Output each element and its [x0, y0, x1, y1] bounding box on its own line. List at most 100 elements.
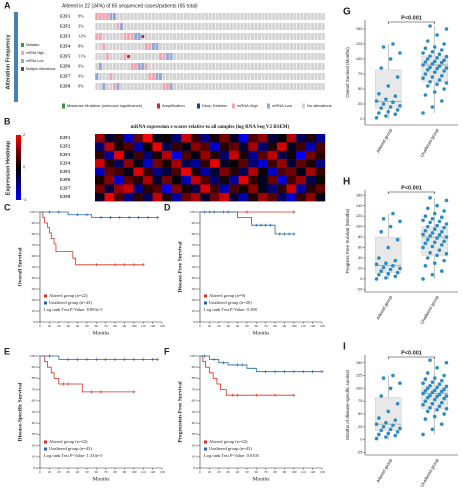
sample-cell — [318, 13, 322, 20]
censor-mark — [301, 370, 305, 374]
sample-cell — [222, 43, 226, 50]
sample-cell — [130, 73, 134, 80]
sample-cell — [321, 73, 325, 80]
y-tick-label: 80% — [192, 376, 199, 380]
alteration — [134, 63, 138, 70]
heat-cell — [171, 134, 182, 143]
heat-cell — [181, 192, 192, 202]
sample-cell — [141, 53, 145, 60]
x-tick-label: 90 — [283, 324, 287, 328]
sample-cell — [265, 13, 269, 20]
sample-cell — [311, 83, 315, 90]
x-tick-label: 10 — [208, 470, 212, 474]
censor-mark — [132, 390, 136, 394]
sample-cell — [265, 83, 269, 90]
alteration — [127, 55, 131, 58]
heat-cell — [219, 176, 230, 185]
heat-cell — [95, 150, 105, 160]
data-point — [435, 203, 439, 208]
sample-cell — [116, 13, 120, 20]
legend-label: Missense Mutation (unknown significance) — [67, 103, 143, 108]
y-axis-label: Disease-Specific Survival — [17, 382, 23, 441]
panel-title: Altered in 22 (34%) of 65 sequenced case… — [62, 3, 198, 9]
heat-cell — [123, 159, 134, 168]
x-tick-label: 30 — [66, 324, 70, 328]
sample-cell — [236, 23, 240, 30]
heat-cell — [190, 134, 201, 143]
sample-cell — [318, 43, 322, 50]
data-point — [388, 57, 393, 61]
sample-cell — [215, 13, 219, 20]
y-tick-label: 75 — [358, 398, 363, 403]
x-tick-label: Altered group — [375, 294, 393, 320]
sample-cell — [311, 63, 315, 70]
sample-cell — [176, 33, 180, 40]
sample-cell — [197, 23, 201, 30]
heat-cell — [305, 184, 316, 193]
data-point — [432, 261, 437, 266]
sample-cell — [243, 73, 247, 80]
alteration — [98, 63, 102, 70]
sample-cell — [187, 63, 191, 70]
x-tick-label: 110 — [141, 470, 146, 474]
legend-swatch — [204, 440, 207, 444]
y-tick-label: 30% — [192, 287, 199, 291]
heat-cell — [305, 150, 316, 160]
sample-cell — [141, 73, 145, 80]
heat-cell — [238, 142, 249, 151]
sample-cell — [261, 23, 265, 30]
sample-cell — [304, 63, 308, 70]
gene-label: E2F4 — [60, 44, 71, 49]
heat-cell — [315, 176, 326, 185]
heat-cell — [267, 176, 278, 185]
y-tick-label: 60 — [358, 245, 363, 250]
sample-cell — [219, 13, 223, 20]
heat-cell — [305, 176, 316, 185]
heat-cell — [238, 167, 249, 177]
sample-cell — [102, 23, 106, 30]
sample-cell — [137, 23, 141, 30]
y-tick-label: 0 — [360, 276, 363, 281]
x-tick-label: 100 — [131, 324, 137, 328]
data-point — [437, 404, 442, 409]
legend-swatch — [44, 301, 47, 305]
sample-cell — [127, 73, 131, 80]
sample-cell — [105, 83, 109, 90]
alteration — [158, 53, 162, 60]
colorbar-tick: 2 — [23, 132, 25, 137]
heat-cell — [142, 176, 153, 185]
sample-cell — [300, 63, 304, 70]
censor-mark — [118, 216, 122, 219]
sample-cell — [219, 53, 223, 60]
heat-cell — [267, 142, 278, 151]
significance-bracket — [387, 21, 436, 24]
data-point — [398, 426, 402, 431]
alteration — [98, 33, 102, 40]
alteration — [95, 33, 99, 40]
heat-cell — [190, 150, 201, 160]
sample-cell — [314, 83, 318, 90]
heat-cell — [257, 192, 268, 202]
heat-cell — [267, 184, 278, 193]
x-tick-label: 90 — [283, 470, 287, 474]
sample-cell — [279, 63, 283, 70]
sample-cell — [155, 63, 159, 70]
censor-mark — [76, 213, 80, 217]
censor-mark — [236, 363, 240, 367]
heat-cell — [190, 142, 201, 151]
data-point — [423, 389, 428, 393]
sample-cell — [166, 13, 170, 20]
heat-cell — [296, 134, 307, 143]
sample-cell — [272, 63, 276, 70]
data-point — [384, 97, 388, 101]
data-point — [395, 401, 400, 406]
sample-cell — [98, 83, 102, 90]
heat-cell — [277, 192, 287, 202]
sample-cell — [123, 73, 127, 80]
sample-cell — [148, 63, 152, 70]
data-point — [432, 45, 437, 49]
alteration — [120, 23, 124, 30]
data-point — [393, 258, 398, 263]
alteration — [112, 83, 116, 90]
data-point — [423, 264, 428, 268]
